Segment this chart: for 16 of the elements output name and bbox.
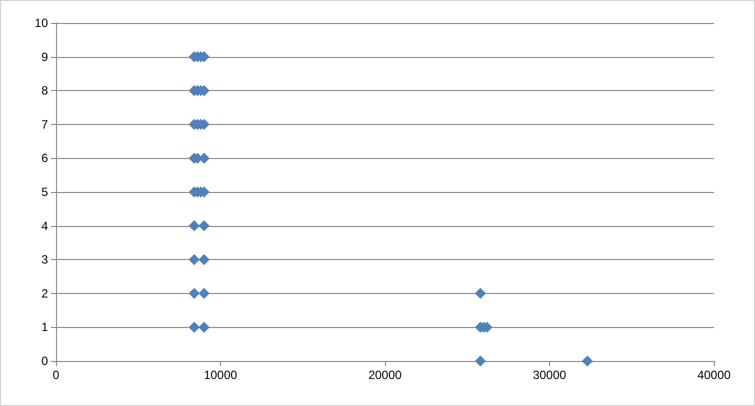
- x-tick-label: 0: [52, 368, 60, 382]
- y-tick-label: 5: [41, 185, 48, 199]
- x-tick-label: 30000: [532, 368, 567, 382]
- y-tick-label: 2: [41, 286, 48, 300]
- y-tick-label: 3: [41, 252, 48, 267]
- y-tick-label: 7: [41, 117, 48, 132]
- y-tick-label: 1: [41, 320, 48, 334]
- y-tick-label: 6: [41, 151, 48, 166]
- y-tick-label: 0: [41, 354, 48, 368]
- x-tick-label: 40000: [697, 368, 732, 382]
- x-tick-label: 20000: [368, 368, 402, 382]
- y-tick-label: 4: [41, 218, 48, 233]
- x-tick-label: 10000: [204, 368, 238, 382]
- y-tick-label: 10: [34, 16, 48, 30]
- y-tick-label: 8: [41, 84, 48, 98]
- y-tick-label: 9: [41, 50, 48, 64]
